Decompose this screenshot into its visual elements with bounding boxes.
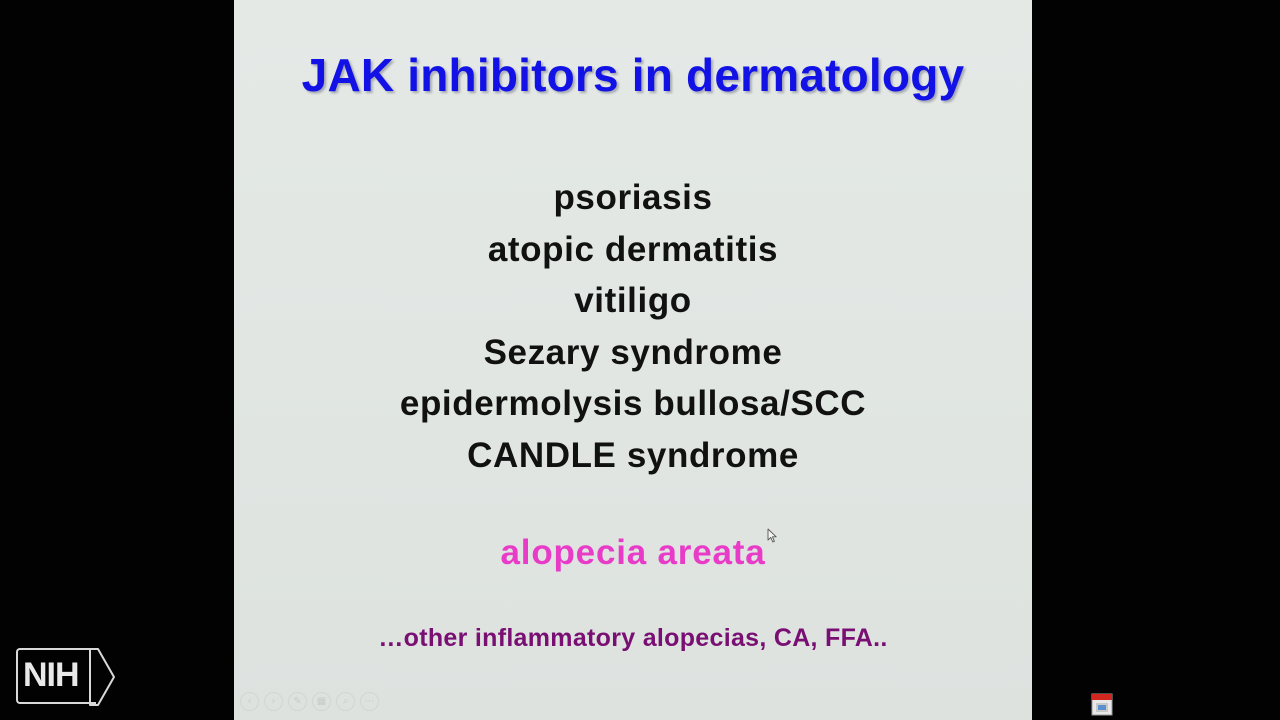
list-item: CANDLE syndrome — [467, 435, 799, 475]
slide-footnote: …other inflammatory alopecias, CA, FFA.. — [378, 624, 888, 652]
list-item: psoriasis — [553, 178, 713, 217]
mouse-pointer-icon — [767, 528, 777, 543]
next-slide-icon: › — [271, 696, 276, 707]
nih-logo-frame — [16, 648, 96, 704]
app-tray-icon[interactable] — [1091, 692, 1113, 716]
pen-icon: ✎ — [293, 696, 302, 707]
zoom-button[interactable]: ⌕ — [336, 692, 355, 711]
slide-title: JAK inhibitors in dermatology — [301, 49, 965, 101]
conditions-list: psoriasis atopic dermatitis vitiligo Sez… — [234, 172, 1032, 481]
previous-slide-button[interactable]: ‹ — [240, 692, 259, 711]
pen-tool-button[interactable]: ✎ — [288, 692, 307, 711]
next-slide-button[interactable]: › — [264, 692, 283, 711]
highlighted-condition: alopecia areata — [500, 533, 766, 572]
nih-logo[interactable]: NIH — [16, 648, 116, 706]
more-options-button[interactable]: ⋯ — [360, 692, 379, 711]
list-item: epidermolysis bullosa/SCC — [399, 384, 867, 423]
presentation-slide: JAK inhibitors in dermatology psoriasis … — [234, 0, 1032, 720]
nih-logo-chevron-icon — [89, 648, 115, 706]
list-item: atopic dermatitis — [487, 229, 779, 269]
slideshow-toolbar: ‹ › ✎ ▦ ⌕ ⋯ — [240, 692, 379, 711]
slide-sorter-icon: ▦ — [316, 696, 327, 707]
list-item: Sezary syndrome — [483, 332, 783, 372]
nih-logo-icon: NIH — [23, 656, 80, 694]
zoom-icon: ⌕ — [342, 696, 349, 707]
list-item: vitiligo — [574, 281, 692, 320]
previous-slide-icon: ‹ — [247, 696, 252, 707]
more-options-icon: ⋯ — [364, 696, 375, 707]
slide-sorter-button[interactable]: ▦ — [312, 692, 331, 711]
